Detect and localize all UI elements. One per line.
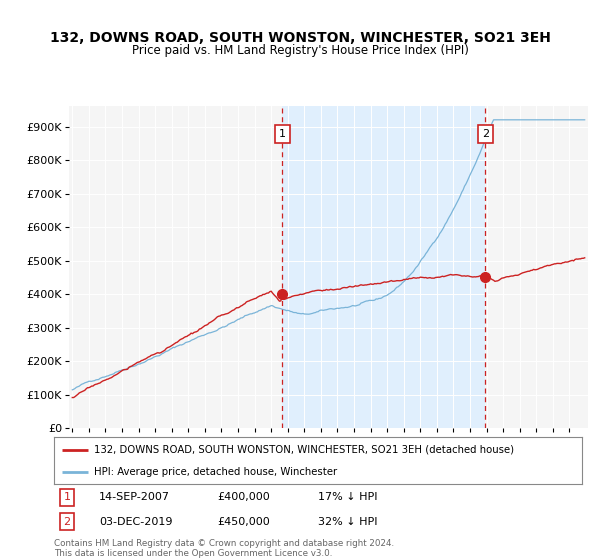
Text: 1: 1 [279, 129, 286, 139]
Text: £450,000: £450,000 [218, 517, 271, 526]
Text: 14-SEP-2007: 14-SEP-2007 [99, 492, 170, 502]
Text: 2: 2 [64, 517, 71, 526]
Text: 1: 1 [64, 492, 71, 502]
Text: HPI: Average price, detached house, Winchester: HPI: Average price, detached house, Winc… [94, 466, 337, 477]
Bar [282, 106, 485, 428]
Text: 32% ↓ HPI: 32% ↓ HPI [318, 517, 377, 526]
Text: 132, DOWNS ROAD, SOUTH WONSTON, WINCHESTER, SO21 3EH (detached house): 132, DOWNS ROAD, SOUTH WONSTON, WINCHEST… [94, 445, 514, 455]
Text: £400,000: £400,000 [218, 492, 271, 502]
Text: 132, DOWNS ROAD, SOUTH WONSTON, WINCHESTER, SO21 3EH: 132, DOWNS ROAD, SOUTH WONSTON, WINCHEST… [50, 31, 550, 45]
Text: Price paid vs. HM Land Registry's House Price Index (HPI): Price paid vs. HM Land Registry's House … [131, 44, 469, 57]
Text: 17% ↓ HPI: 17% ↓ HPI [318, 492, 377, 502]
Text: Contains HM Land Registry data © Crown copyright and database right 2024.
This d: Contains HM Land Registry data © Crown c… [54, 539, 394, 558]
Text: 2: 2 [482, 129, 489, 139]
Text: 03-DEC-2019: 03-DEC-2019 [99, 517, 172, 526]
